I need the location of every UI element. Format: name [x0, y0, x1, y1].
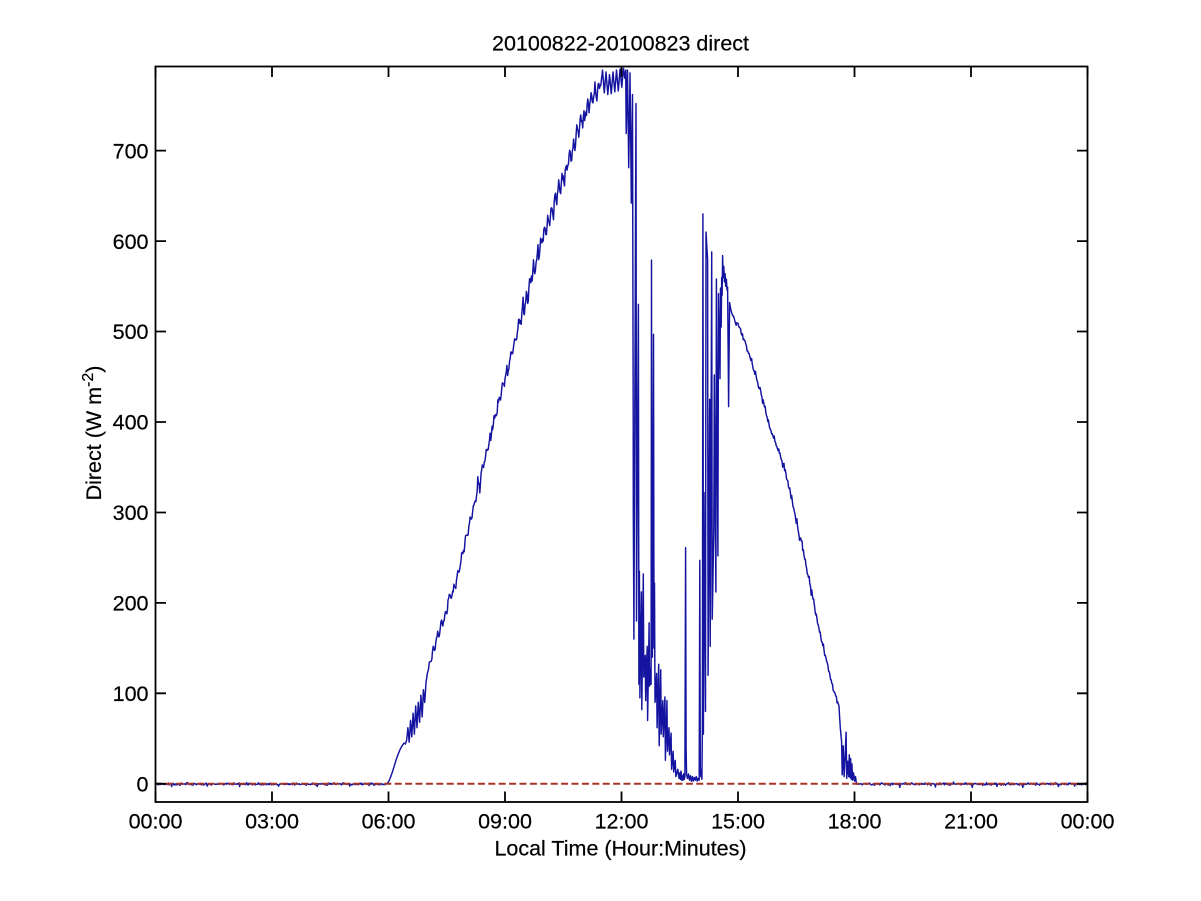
svg-text:400: 400	[113, 411, 149, 435]
svg-text:06:00: 06:00	[362, 810, 416, 834]
svg-text:09:00: 09:00	[478, 810, 532, 834]
svg-text:Local Time (Hour:Minutes): Local Time (Hour:Minutes)	[494, 837, 746, 861]
svg-text:100: 100	[113, 682, 149, 706]
svg-text:0: 0	[137, 773, 149, 797]
svg-text:Direct (W m-2): Direct (W m-2)	[80, 366, 106, 501]
svg-text:21:00: 21:00	[944, 810, 998, 834]
svg-text:12:00: 12:00	[595, 810, 649, 834]
svg-text:20100822-20100823 direct: 20100822-20100823 direct	[492, 32, 749, 56]
svg-text:700: 700	[113, 139, 149, 163]
svg-text:03:00: 03:00	[245, 810, 299, 834]
svg-text:15:00: 15:00	[711, 810, 765, 834]
svg-text:00:00: 00:00	[129, 810, 183, 834]
svg-text:500: 500	[113, 320, 149, 344]
svg-text:18:00: 18:00	[828, 810, 882, 834]
svg-text:300: 300	[113, 501, 149, 525]
svg-text:200: 200	[113, 592, 149, 616]
svg-text:600: 600	[113, 230, 149, 254]
svg-text:00:00: 00:00	[1061, 810, 1115, 834]
